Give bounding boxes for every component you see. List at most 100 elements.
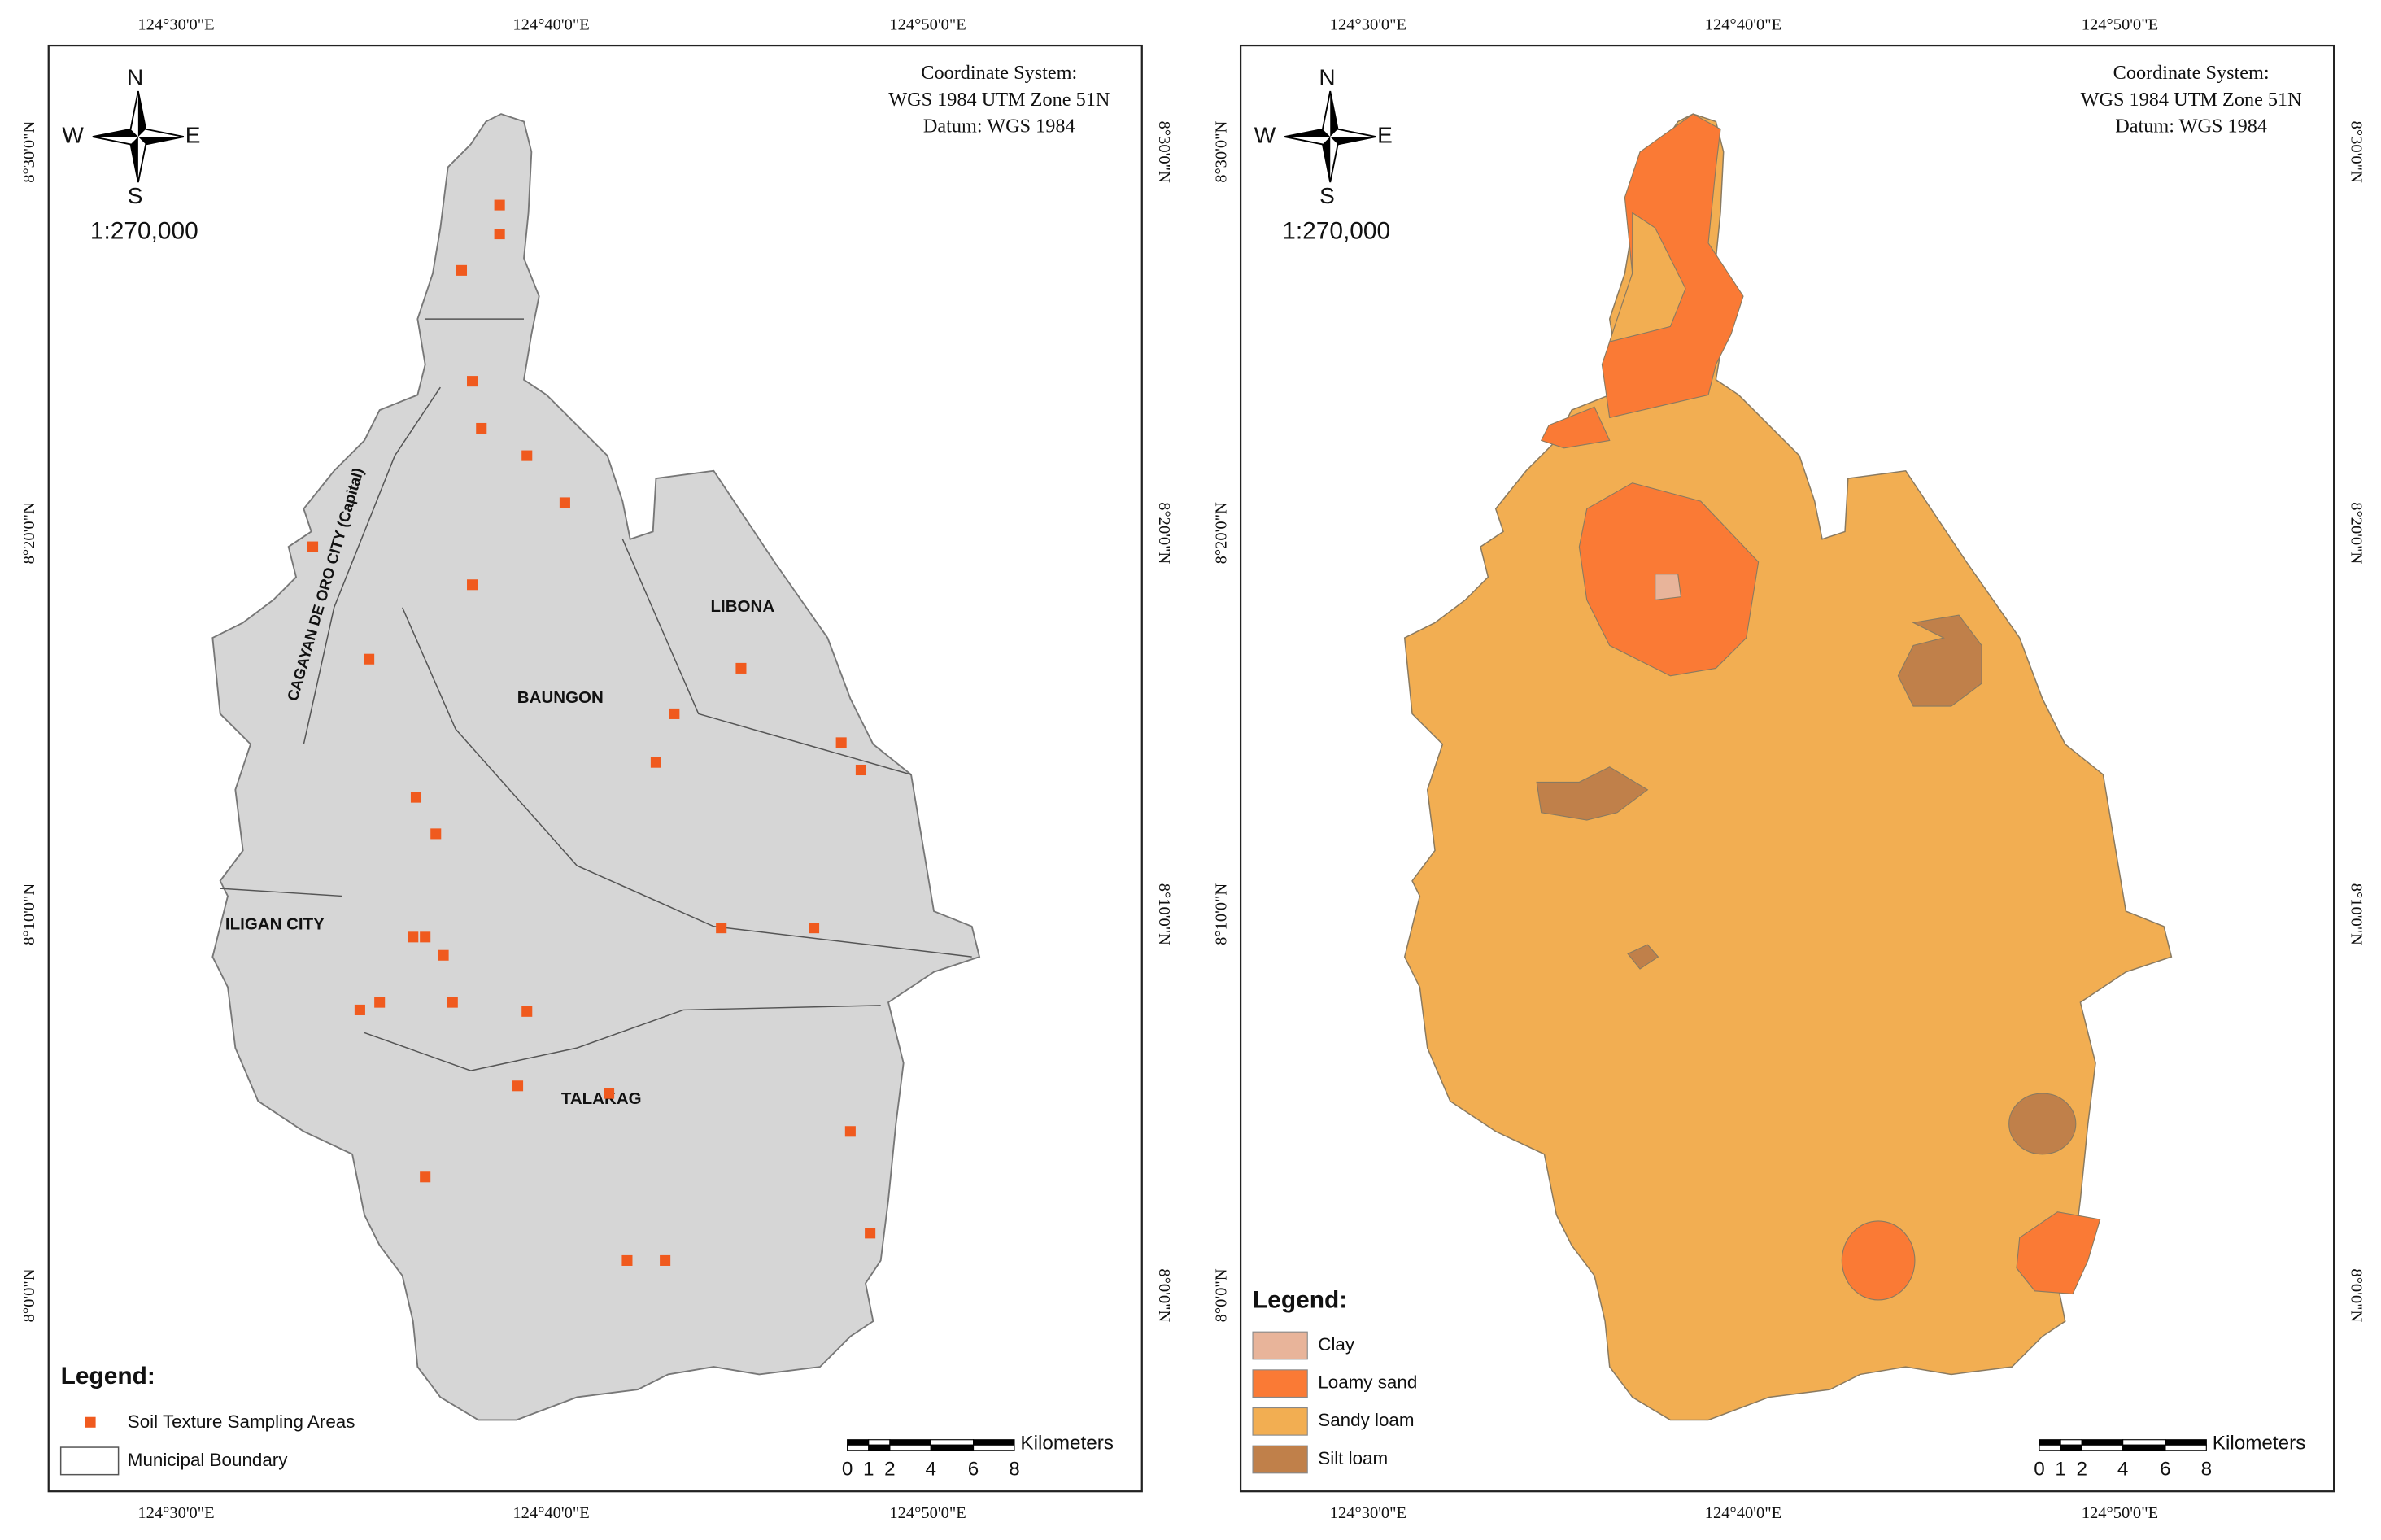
scale-bar-label: 1 [2055, 1458, 2065, 1480]
sampling-point [716, 923, 727, 934]
latitude-label: 8°20'0"N [1155, 502, 1173, 564]
longitude-label: 124°30'0"E [1330, 16, 1406, 34]
soil-zone [1608, 212, 1686, 342]
latitude-label: 8°10'0"N [2348, 883, 2366, 945]
sampling-point [467, 376, 478, 387]
longitude-label: 124°50'0"E [889, 16, 966, 34]
sampling-point [354, 1004, 365, 1015]
compass-label: W [1254, 122, 1276, 147]
compass-label: N [127, 65, 143, 90]
sampling-point [735, 662, 747, 674]
scale-bar-segment [2122, 1444, 2166, 1451]
soil-zone [1540, 406, 1611, 449]
latitude-label: 8°30'0"N [1212, 121, 1230, 183]
scale-bar-segment [2165, 1444, 2207, 1451]
sampling-point [476, 422, 487, 434]
sampling-point [669, 708, 680, 719]
scale-bar-segment [930, 1439, 975, 1446]
longitude-label: 124°50'0"E [2082, 16, 2158, 34]
sampling-point [456, 264, 468, 276]
legend-title: Legend: [61, 1363, 155, 1389]
scale-bar-unit: Kilometers [1020, 1433, 1114, 1455]
scale-bar-segment [868, 1444, 891, 1451]
map-scale: 1:270,000 [1282, 218, 1390, 245]
place-label: LIBONA [711, 597, 775, 616]
scale-bar-label: 6 [968, 1458, 979, 1480]
sampling-point [650, 757, 661, 768]
compass-label: S [128, 183, 143, 208]
sampling-point [621, 1254, 633, 1266]
longitude-label: 124°40'0"E [1705, 1504, 1781, 1522]
municipal-boundary [303, 386, 441, 744]
scale-bar-segment [2039, 1444, 2061, 1451]
scale-bar-segment [973, 1439, 1015, 1446]
longitude-label: 124°30'0"E [1330, 1504, 1406, 1522]
sampling-point [467, 579, 478, 591]
longitude-label: 124°30'0"E [137, 1504, 214, 1522]
legend-label: Silt loam [1318, 1448, 1388, 1468]
sampling-point [430, 828, 442, 840]
scale-bar-label: 4 [2117, 1458, 2129, 1480]
coordinate-system: Datum: WGS 1984 [923, 115, 1075, 137]
municipal-boundary [220, 888, 342, 897]
coordinate-system: Coordinate System: [921, 62, 1077, 84]
municipal-boundary [401, 607, 972, 958]
sampling-point [855, 764, 866, 776]
coordinate-system: Datum: WGS 1984 [2115, 115, 2267, 137]
longitude-label: 124°40'0"E [512, 16, 589, 34]
legend-label: Loamy sand [1318, 1372, 1417, 1393]
latitude-label: 8°0'0"N [2348, 1268, 2366, 1322]
soil-zone [1841, 1220, 1916, 1301]
compass-label: S [1319, 183, 1335, 208]
compass-label: E [185, 122, 201, 147]
scale-bar-segment [2081, 1444, 2124, 1451]
place-label: BAUNGON [517, 688, 604, 707]
latitude-label: 8°0'0"N [20, 1268, 38, 1322]
legend-label: Soil Texture Sampling Areas [128, 1411, 355, 1432]
latitude-label: 8°20'0"N [1212, 502, 1230, 564]
legend-label: Municipal Boundary [128, 1450, 288, 1470]
sampling-point [559, 497, 570, 508]
sampling-point [410, 792, 422, 803]
scale-bar-segment [2165, 1439, 2207, 1446]
longitude-label: 124°50'0"E [889, 1504, 966, 1522]
municipal-boundary [621, 539, 912, 775]
latitude-label: 8°0'0"N [1155, 1268, 1173, 1322]
scale-bar-segment [2081, 1439, 2124, 1446]
scale-bar-label: 2 [2077, 1458, 2088, 1480]
coordinate-system: WGS 1984 UTM Zone 51N [888, 89, 1110, 111]
legend-title: Legend: [1253, 1287, 1347, 1314]
sampling-point [374, 997, 386, 1008]
legend-swatch [59, 1446, 120, 1476]
sampling-point [521, 450, 533, 461]
scale-bar-segment [930, 1444, 975, 1451]
longitude-label: 124°40'0"E [512, 1504, 589, 1522]
place-label: TALAKAG [561, 1089, 642, 1108]
latitude-label: 8°20'0"N [2348, 502, 2366, 564]
legend-swatch [1252, 1445, 1308, 1474]
place-label: ILIGAN CITY [225, 914, 325, 933]
scale-bar-segment [847, 1439, 870, 1446]
legend-swatch [1252, 1369, 1308, 1398]
scale-bar-label: 4 [926, 1458, 937, 1480]
map-panel: 124°30'0"E 124°30'0"E 124°40'0"E 124°40'0"E… [1212, 16, 2365, 1522]
soil-zone [1897, 614, 1982, 707]
scale-bar-segment [2060, 1439, 2082, 1446]
scale-bar-segment [847, 1444, 870, 1451]
legend-swatch [85, 1416, 96, 1428]
compass-label: W [62, 122, 84, 147]
compass-label: E [1377, 122, 1393, 147]
scale-bar-label: 8 [2201, 1458, 2213, 1480]
scale-bar-label: 0 [2034, 1458, 2045, 1480]
sampling-point [835, 737, 847, 748]
sampling-point [521, 1006, 533, 1017]
latitude-label: 8°30'0"N [1155, 121, 1173, 183]
scale-bar-unit: Kilometers [2213, 1433, 2306, 1455]
scale-bar-segment [973, 1444, 1015, 1451]
scale-bar-label: 0 [842, 1458, 853, 1480]
coordinate-system: Coordinate System: [2113, 62, 2270, 84]
sampling-point [844, 1126, 856, 1137]
sampling-point [438, 949, 449, 961]
soil-zone [2008, 1093, 2077, 1155]
coordinate-system: WGS 1984 UTM Zone 51N [2081, 89, 2302, 111]
